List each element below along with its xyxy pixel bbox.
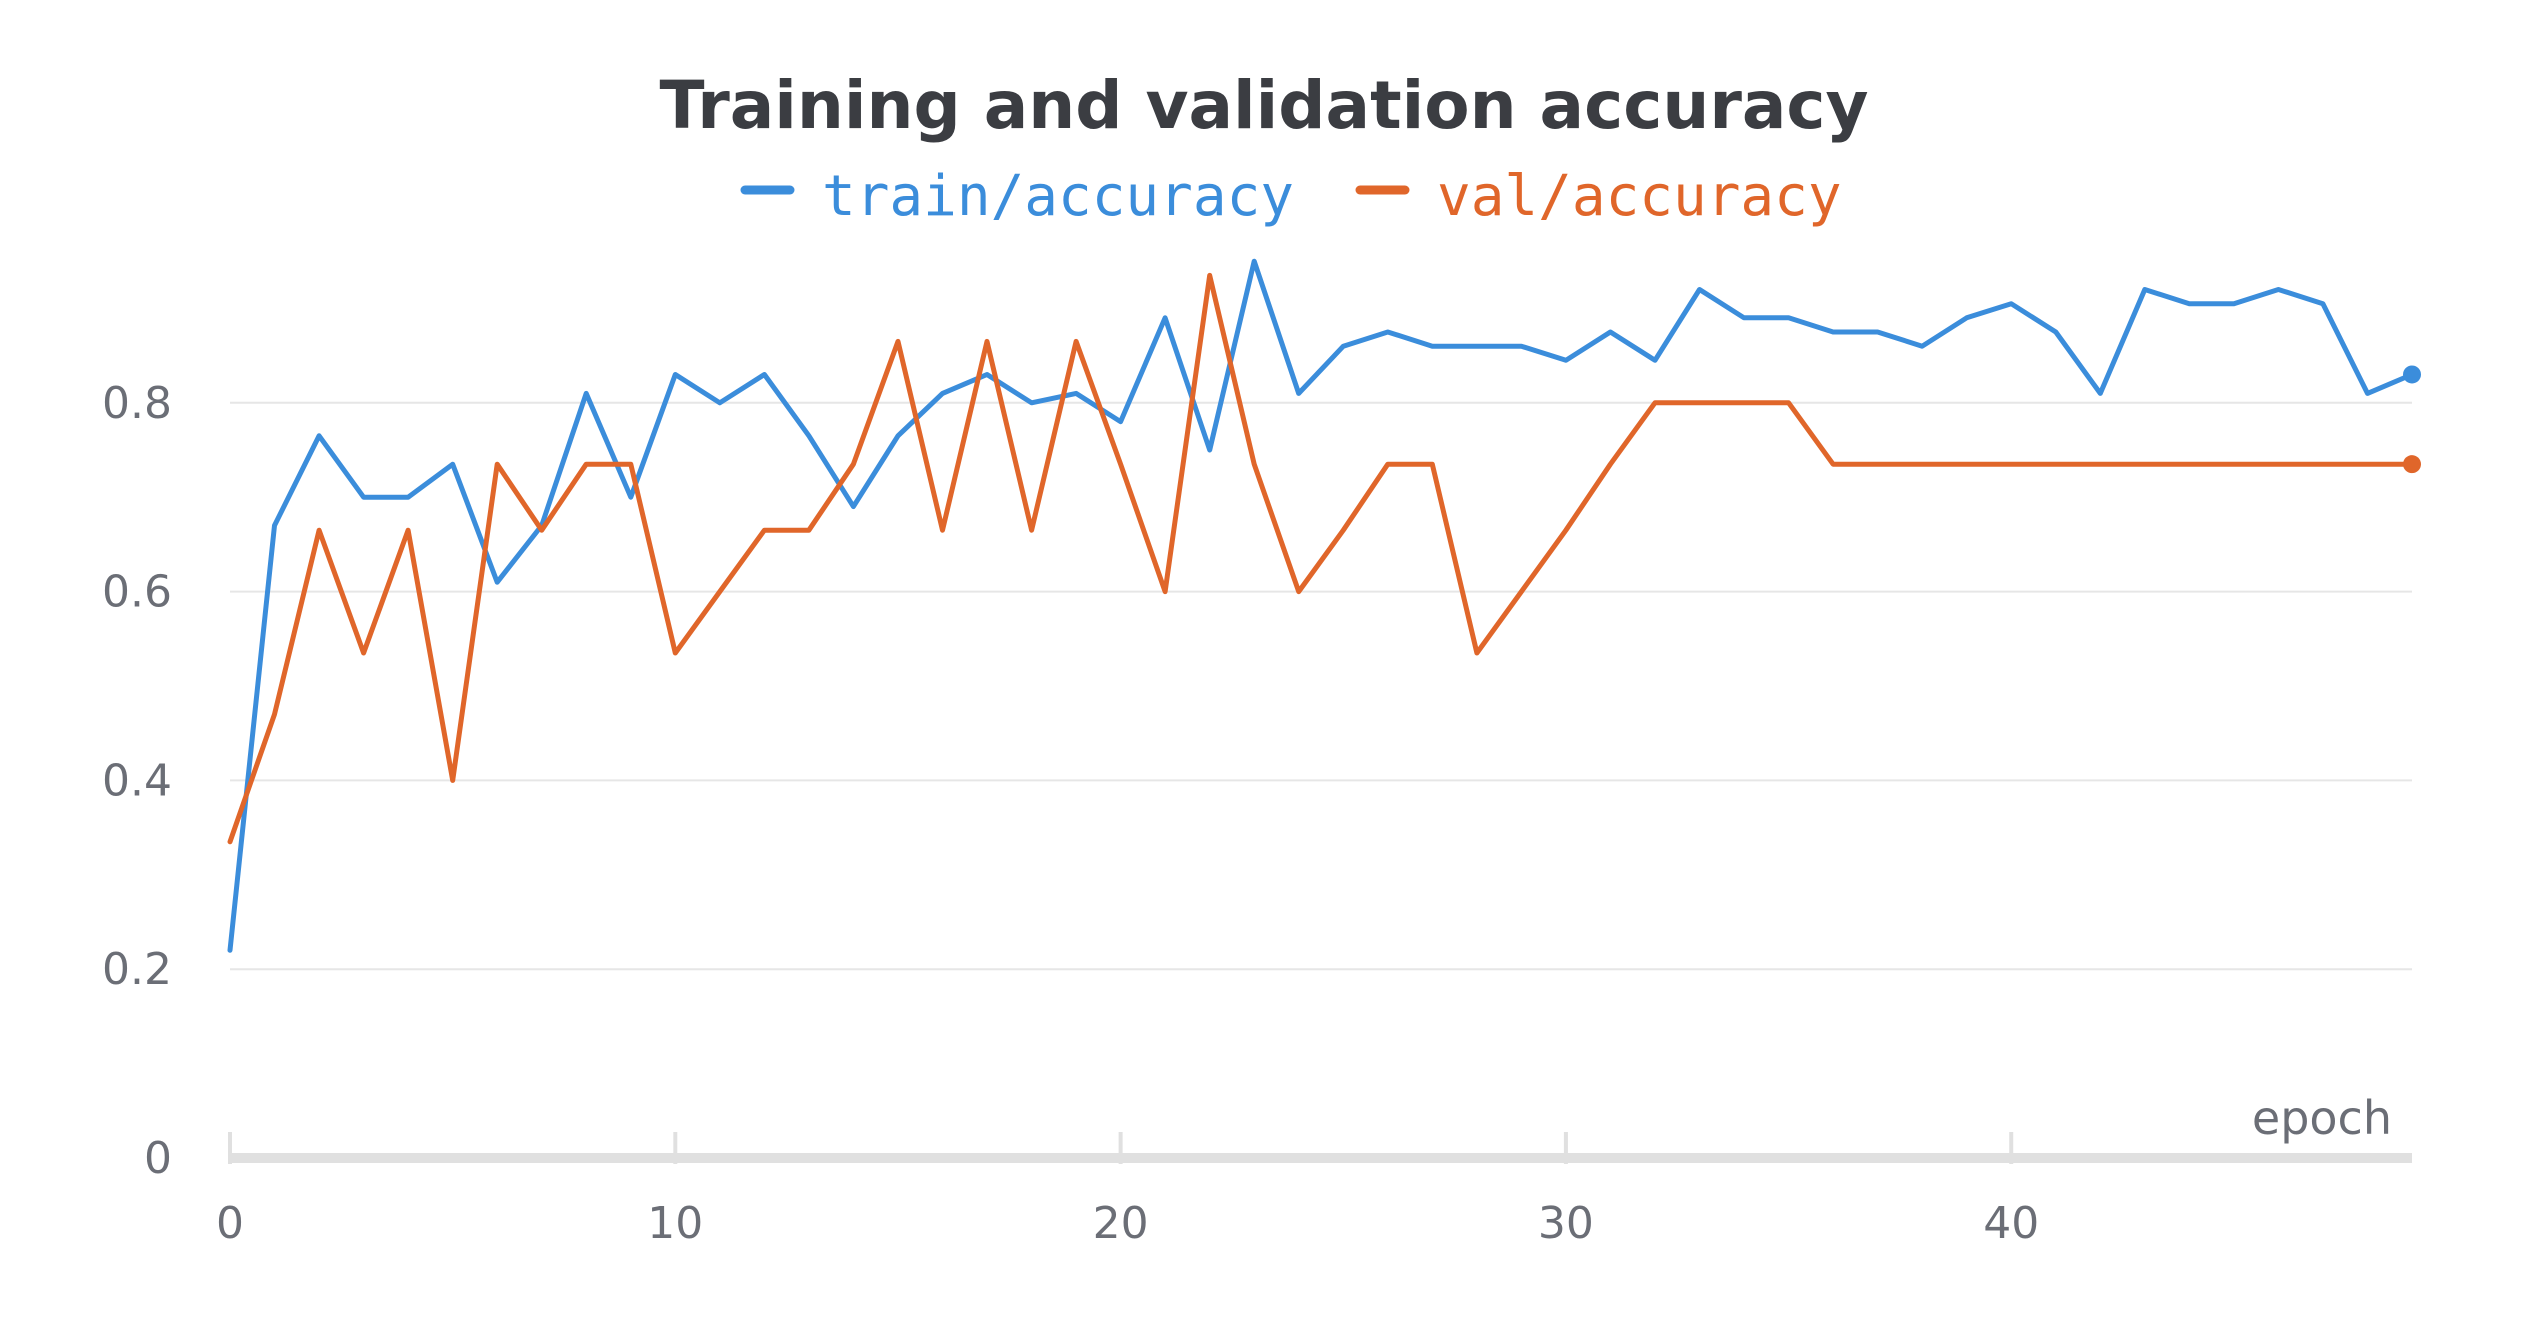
series-line-val: [227, 272, 2415, 845]
series-end-marker-train[interactable]: [2403, 365, 2421, 384]
y-tick-label: 0: [144, 1133, 172, 1184]
y-tick-label: 0.4: [102, 755, 172, 806]
y-axis: 0 0.2 0.4 0.6 0.8: [102, 378, 172, 1184]
legend-label-val: val/accuracy: [1437, 164, 1842, 229]
x-tick-label: 10: [647, 1198, 703, 1249]
legend-item-val[interactable]: val/accuracy: [1355, 164, 1842, 229]
chart-legend: train/accuracy val/accuracy: [740, 164, 1842, 229]
series-line-train: [227, 258, 2415, 953]
legend-item-train[interactable]: train/accuracy: [740, 164, 1294, 229]
gridlines: [230, 401, 2412, 971]
legend-label-train: train/accuracy: [822, 164, 1294, 229]
x-tick-label: 40: [1983, 1198, 2039, 1249]
plot-area: [227, 258, 2421, 953]
chart-title: Training and validation accuracy: [659, 67, 1868, 144]
x-tick-label: 30: [1538, 1198, 1594, 1249]
series-end-marker-val[interactable]: [2403, 455, 2421, 474]
x-tick-label: 20: [1093, 1198, 1149, 1249]
y-tick-label: 0.2: [102, 944, 172, 995]
x-axis-title: epoch: [2252, 1091, 2392, 1145]
y-tick-label: 0.6: [102, 567, 172, 618]
y-tick-label: 0.8: [102, 378, 172, 429]
x-axis: 0 10 20 30 40: [216, 1132, 2412, 1249]
x-tick-label: 0: [216, 1198, 244, 1249]
